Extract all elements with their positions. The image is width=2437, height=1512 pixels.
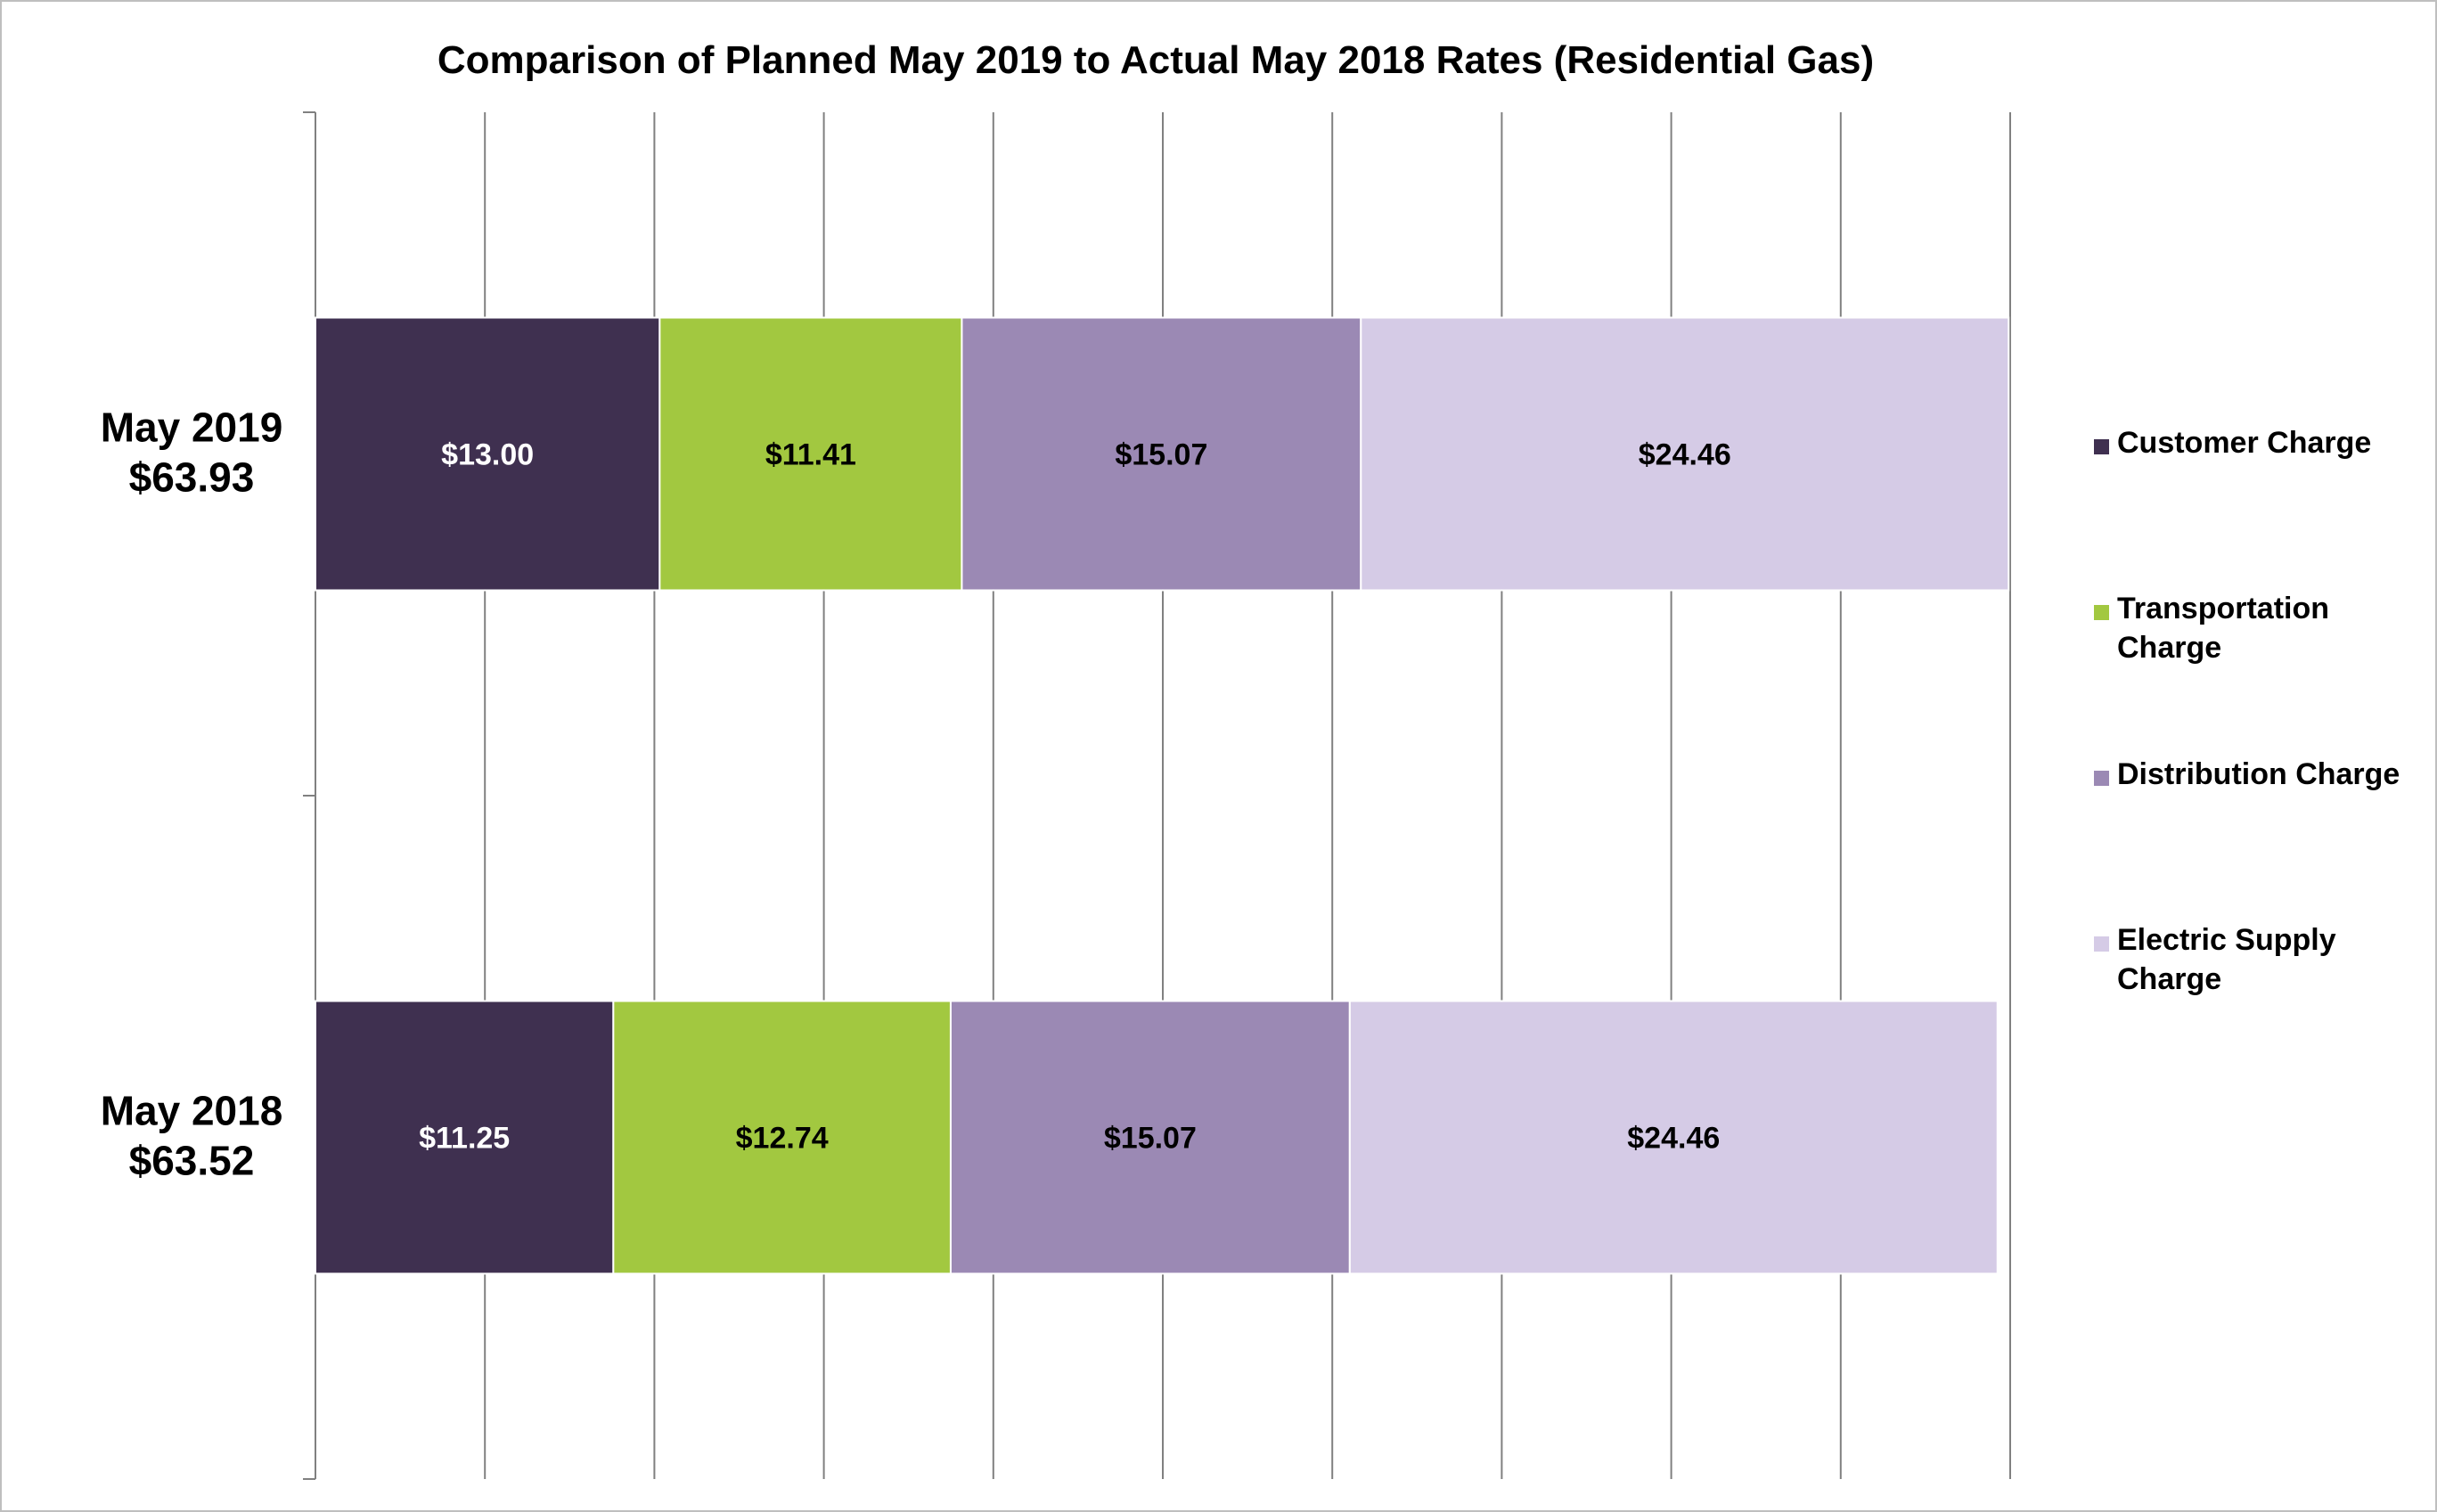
category-label: May 2018 — [101, 1088, 283, 1134]
bar-layer — [315, 316, 2010, 1275]
legend-swatch — [2094, 605, 2109, 620]
legend-entry: Customer Charge — [2117, 426, 2371, 460]
chart-title: Comparison of Planned May 2019 to Actual… — [438, 38, 1874, 82]
bar-segment — [1360, 316, 2010, 592]
data-label: $13.00 — [441, 438, 534, 472]
legend-swatch — [2094, 439, 2109, 454]
category-total: $63.93 — [129, 454, 255, 501]
bar-segment — [1348, 1000, 1999, 1275]
bar-segment — [658, 316, 963, 592]
category-layer: May 2019$63.93 May 2018$63.52 — [101, 405, 283, 1184]
legend: Customer Charge Transportation Charge Distr… — [2094, 426, 2400, 996]
legend-swatch — [2094, 771, 2109, 786]
data-label: $11.41 — [765, 438, 856, 472]
category-total: $63.52 — [129, 1138, 255, 1184]
data-label: $11.25 — [419, 1122, 510, 1156]
legend-entry: Distribution Charge — [2117, 757, 2400, 791]
data-label: $15.07 — [1115, 438, 1207, 472]
data-label: $24.46 — [1627, 1122, 1720, 1156]
label-layer: $13.00 $11.41 $15.07 $24.46 $11.25 $12.74 $15.… — [419, 438, 1731, 1156]
data-label: $15.07 — [1104, 1122, 1197, 1156]
bar-segment — [949, 1000, 1351, 1275]
legend-entry: Electric Supply Charge — [2117, 923, 2336, 996]
bar-segment — [315, 1000, 615, 1275]
legend-swatch — [2094, 936, 2109, 952]
data-label: $24.46 — [1639, 438, 1731, 472]
legend-entry: Transportation Charge — [2117, 592, 2329, 665]
data-label: $12.74 — [736, 1122, 829, 1156]
category-label: May 2019 — [101, 405, 283, 451]
bar-segment — [612, 1000, 952, 1275]
axis-layer — [303, 111, 316, 1480]
